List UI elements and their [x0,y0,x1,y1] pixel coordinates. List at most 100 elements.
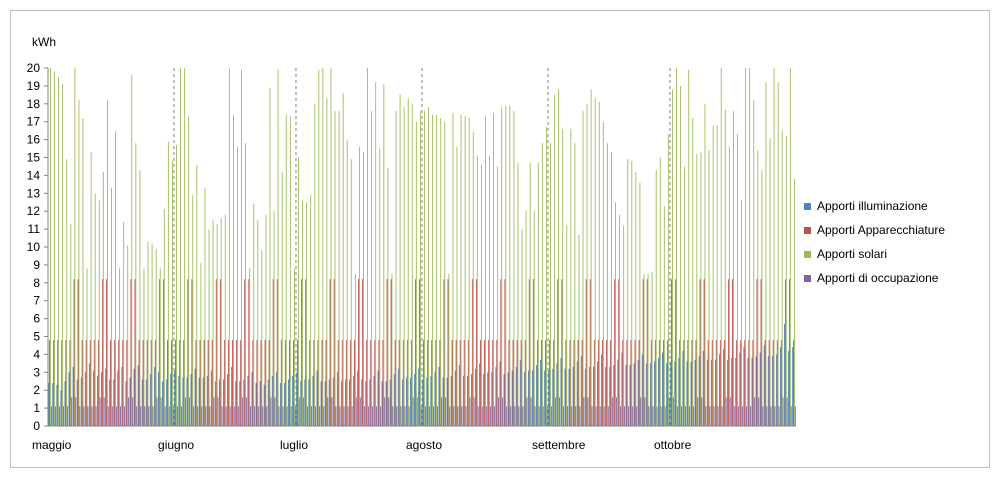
bar-apporti-di-occupazione [331,397,332,426]
bar-apporti-solari [749,68,750,426]
bar-apporti-di-occupazione [734,406,735,426]
bar-apporti-illuminazione [154,367,155,426]
bar-apporti-di-occupazione [161,397,162,426]
bar-apporti-solari [579,234,580,426]
bar-apporti-solari [347,140,348,426]
bar-apporti-illuminazione [670,362,671,426]
bar-apporti-apparecchiature [78,279,79,426]
bar-apporti-apparecchiature [362,279,363,426]
bar-apporti-illuminazione [447,378,448,426]
bar-apporti-di-occupazione [502,397,503,426]
bar-apporti-apparecchiature [204,340,205,426]
bar-apporti-di-occupazione [770,406,771,426]
bar-apporti-illuminazione [691,362,692,426]
bar-apporti-apparecchiature [383,340,384,426]
bar-apporti-di-occupazione [214,397,215,426]
bar-apporti-di-occupazione [315,406,316,426]
bar-apporti-apparecchiature [159,279,160,426]
bar-apporti-apparecchiature [622,340,623,426]
bar-apporti-solari [709,150,710,426]
bar-apporti-apparecchiature [273,279,274,426]
bar-apporti-illuminazione [264,385,265,426]
bar-apporti-di-occupazione [222,406,223,426]
bar-apporti-illuminazione [508,372,509,426]
bar-apporti-illuminazione [117,371,118,426]
bar-apporti-di-occupazione [108,406,109,426]
y-tick-label: 19 [27,79,41,93]
bar-apporti-di-occupazione [429,406,430,426]
bar-apporti-solari [485,116,486,426]
bar-apporti-solari [741,200,742,426]
bar-apporti-apparecchiature [228,340,229,426]
bar-apporti-illuminazione [219,379,220,426]
bar-apporti-solari [534,211,535,426]
bar-apporti-di-occupazione [685,406,686,426]
bar-apporti-solari [457,147,458,426]
bar-apporti-apparecchiature [143,340,144,426]
bar-apporti-solari [270,88,271,426]
bar-apporti-illuminazione [60,390,61,426]
bar-apporti-solari [676,68,677,426]
bar-apporti-apparecchiature [639,340,640,426]
bar-apporti-apparecchiature [147,340,148,426]
bar-apporti-illuminazione [459,365,460,426]
bar-apporti-illuminazione [512,371,513,426]
bar-apporti-apparecchiature [110,340,111,426]
bar-apporti-di-occupazione [494,406,495,426]
bar-apporti-solari [684,166,685,426]
bar-apporti-illuminazione [313,376,314,426]
legend-item: Apporti di occupazione [804,266,994,290]
bar-apporti-di-occupazione [392,406,393,426]
bar-apporti-solari [156,249,157,426]
bar-apporti-solari [668,134,669,426]
bar-apporti-illuminazione [646,363,647,426]
bar-apporti-solari [237,147,238,426]
bar-apporti-illuminazione [276,372,277,426]
bar-apporti-apparecchiature [793,340,794,426]
bar-apporti-di-occupazione [364,406,365,426]
legend-label: Apporti solari [817,247,887,261]
bar-apporti-illuminazione [410,378,411,426]
bar-apporti-illuminazione [536,365,537,426]
bar-apporti-illuminazione [727,360,728,426]
bar-apporti-di-occupazione [283,406,284,426]
bar-apporti-apparecchiature [326,340,327,426]
bar-apporti-solari [639,183,640,426]
bar-apporti-di-occupazione [754,397,755,426]
bar-apporti-apparecchiature [305,279,306,426]
bar-apporti-solari [424,111,425,426]
bar-apporti-solari [631,161,632,426]
bar-apporti-di-occupazione [661,406,662,426]
bar-apporti-solari [599,102,600,426]
bar-apporti-illuminazione [300,381,301,426]
bar-apporti-solari [489,156,490,426]
bar-apporti-illuminazione [150,374,151,426]
bar-apporti-di-occupazione [388,397,389,426]
bar-apporti-solari [70,224,71,426]
y-tick-label: 7 [33,294,40,308]
bar-apporti-illuminazione [666,363,667,426]
bar-apporti-solari [733,111,734,426]
bar-apporti-apparecchiature [358,279,359,426]
bar-apporti-illuminazione [203,378,204,426]
bar-apporti-di-occupazione [124,406,125,426]
bar-apporti-solari [696,154,697,426]
bar-apporti-di-occupazione [681,406,682,426]
bar-apporti-di-occupazione [266,406,267,426]
bar-apporti-solari [611,152,612,426]
bar-apporti-di-occupazione [766,406,767,426]
bar-apporti-illuminazione [288,379,289,426]
bar-apporti-solari [400,95,401,426]
bar-apporti-illuminazione [780,347,781,426]
bar-apporti-di-occupazione [705,406,706,426]
bar-apporti-illuminazione [735,358,736,426]
bar-apporti-illuminazione [654,362,655,426]
bar-apporti-apparecchiature [439,340,440,426]
bar-apporti-illuminazione [191,374,192,426]
bar-apporti-apparecchiature [513,340,514,426]
bar-apporti-solari [172,161,173,426]
y-tick-label: 13 [27,186,41,200]
bar-apporti-apparecchiature [476,279,477,426]
bar-apporti-di-occupazione [433,406,434,426]
bar-apporti-illuminazione [532,371,533,426]
